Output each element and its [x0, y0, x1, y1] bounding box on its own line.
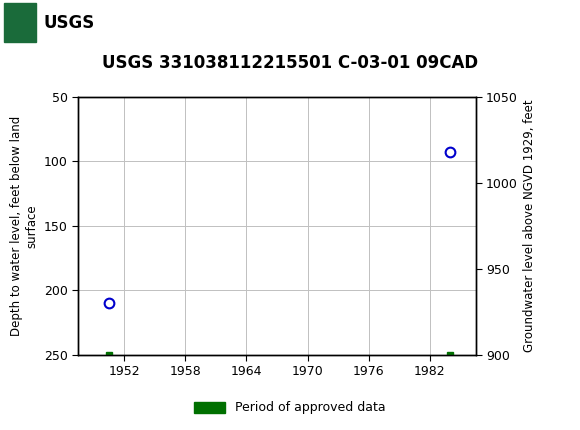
Bar — [3, 2, 78, 43]
Text: USGS: USGS — [44, 14, 95, 31]
Y-axis label: Groundwater level above NGVD 1929, feet: Groundwater level above NGVD 1929, feet — [523, 99, 536, 352]
Text: USGS 331038112215501 C-03-01 09CAD: USGS 331038112215501 C-03-01 09CAD — [102, 54, 478, 72]
Y-axis label: Depth to water level, feet below land
surface: Depth to water level, feet below land su… — [10, 116, 38, 336]
Bar — [4, 3, 36, 42]
Legend: Period of approved data: Period of approved data — [189, 396, 391, 419]
